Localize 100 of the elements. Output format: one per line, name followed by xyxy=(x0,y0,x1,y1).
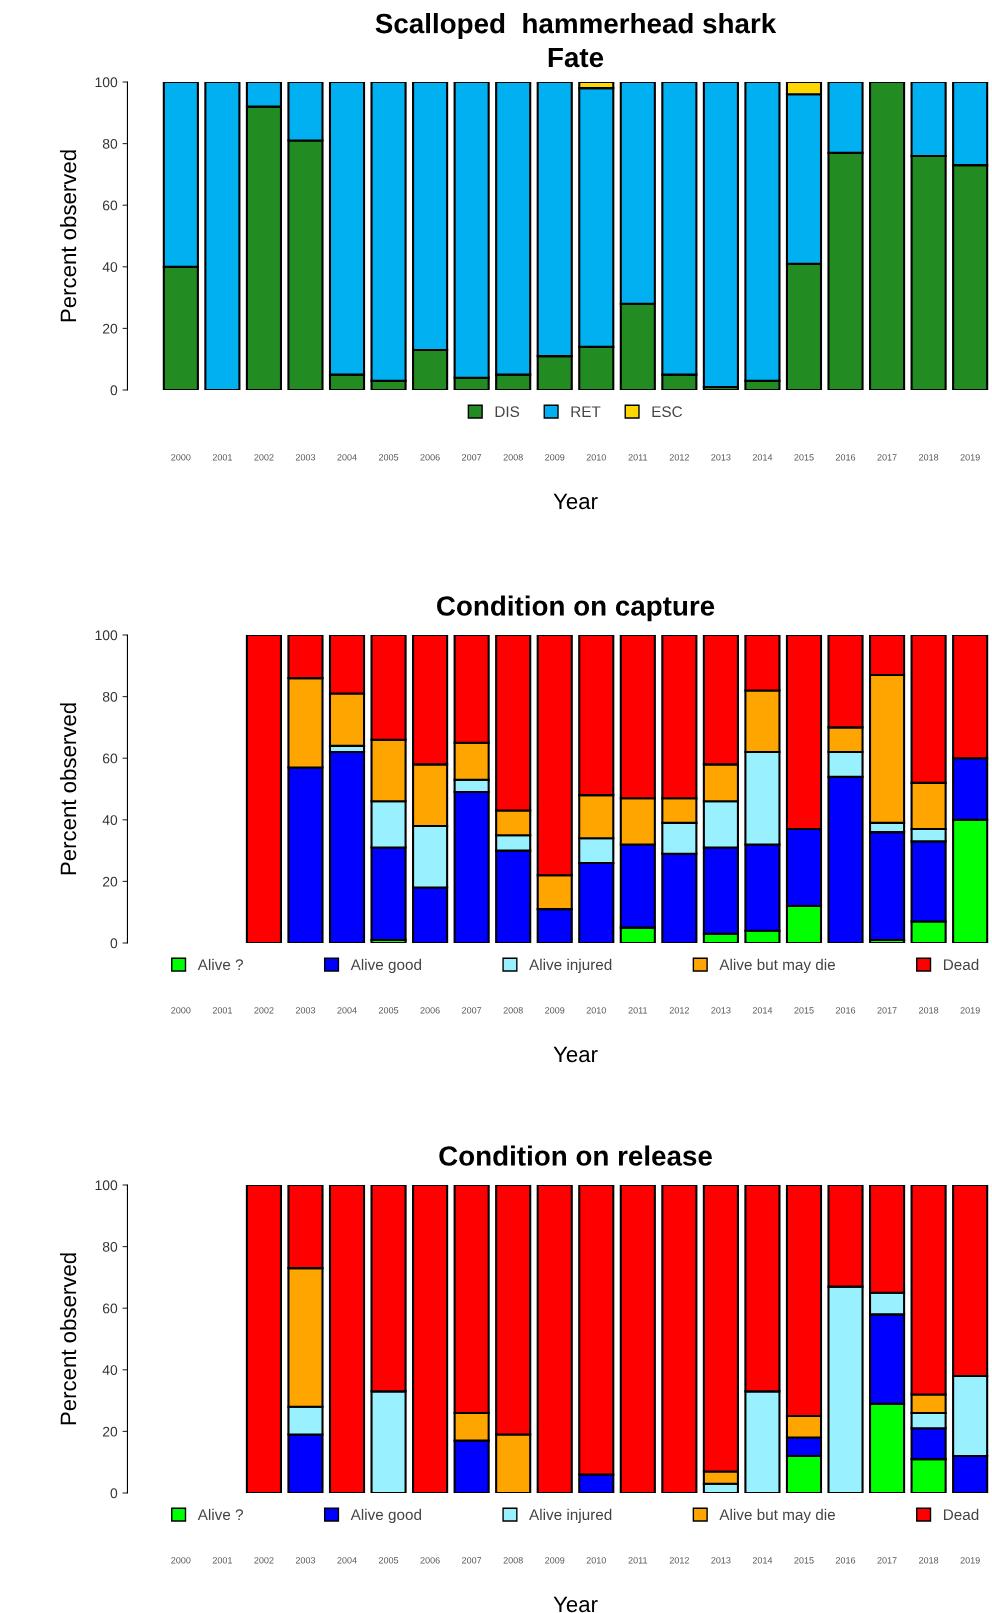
x-tick-label: 2000 xyxy=(171,1007,191,1014)
legend-label: Alive ? xyxy=(197,1508,244,1521)
x-tick-label: 2005 xyxy=(378,1007,399,1014)
y-axis-title: Percent observed xyxy=(59,1253,77,1425)
x-tick-label: 2008 xyxy=(503,454,523,461)
x-tick-label: 2005 xyxy=(378,1557,399,1564)
bar xyxy=(412,1185,449,1493)
x-tick-label: 2009 xyxy=(545,454,565,461)
legend-label: Dead xyxy=(943,1508,979,1521)
bar xyxy=(245,635,283,943)
y-tick-label: 40 xyxy=(102,262,118,272)
x-tick-label: 2019 xyxy=(960,1557,980,1564)
x-tick-label: 2013 xyxy=(711,454,731,461)
legend-label: Alive but may die xyxy=(719,1508,835,1524)
legend-label: Dead xyxy=(943,958,979,971)
x-tick-label: 2012 xyxy=(669,1007,689,1014)
x-tick-label: 2004 xyxy=(337,454,357,461)
x-tick-label: 2011 xyxy=(628,1007,648,1014)
bar xyxy=(204,82,241,390)
x-tick-label: 2016 xyxy=(835,1007,856,1014)
x-tick-label: 2008 xyxy=(503,1007,523,1014)
bar xyxy=(245,1185,283,1493)
x-tick-label: 2007 xyxy=(462,454,482,461)
x-tick-label: 2001 xyxy=(212,454,232,461)
legend-label: Alive but may die xyxy=(719,958,835,974)
bar xyxy=(619,1185,656,1493)
y-axis-title: Percent observed xyxy=(59,703,77,875)
x-tick-label: 2002 xyxy=(254,1557,274,1564)
x-tick-label: 2006 xyxy=(420,1007,440,1014)
x-tick-label: 2016 xyxy=(835,1557,856,1564)
x-tick-label: 2007 xyxy=(462,1007,482,1014)
chart-title: Condition on release xyxy=(439,1145,712,1166)
y-tick-label: 80 xyxy=(102,138,118,149)
x-tick-label: 2017 xyxy=(877,454,897,461)
y-tick-label: 0 xyxy=(110,938,118,949)
x-axis-title: Year xyxy=(553,1046,598,1063)
x-tick-label: 2011 xyxy=(628,454,648,461)
x-tick-label: 2004 xyxy=(337,1557,357,1564)
x-tick-label: 2008 xyxy=(503,1557,523,1564)
x-tick-label: 2006 xyxy=(420,454,440,461)
legend-label: RET xyxy=(571,406,601,417)
x-tick-label: 2007 xyxy=(462,1557,482,1564)
y-tick-label: 100 xyxy=(95,630,118,641)
chart-title: Condition on capture xyxy=(437,595,715,622)
bar xyxy=(328,751,366,943)
x-tick-label: 2019 xyxy=(960,454,980,461)
x-tick-label: 2000 xyxy=(171,454,191,461)
x-tick-label: 2016 xyxy=(835,454,856,461)
legend-label: ESC xyxy=(652,406,683,418)
legend-label: Alive injured xyxy=(529,958,612,974)
bar xyxy=(328,1185,366,1493)
y-tick-label: 60 xyxy=(102,1303,118,1314)
y-tick-label: 20 xyxy=(102,876,118,887)
bar xyxy=(868,82,906,390)
x-tick-label: 2005 xyxy=(378,454,399,461)
legend-label: Alive good xyxy=(350,958,421,974)
x-tick-label: 2014 xyxy=(752,454,773,461)
x-tick-label: 2010 xyxy=(586,1007,606,1014)
x-tick-label: 2001 xyxy=(212,1007,232,1014)
x-tick-label: 2004 xyxy=(337,1007,357,1014)
x-tick-label: 2018 xyxy=(919,1007,939,1014)
y-tick-label: 60 xyxy=(102,753,118,764)
x-tick-label: 2009 xyxy=(545,1557,565,1564)
y-tick-label: 40 xyxy=(102,815,118,825)
x-tick-label: 2015 xyxy=(794,1557,814,1564)
x-tick-label: 2014 xyxy=(752,1557,773,1564)
legend-label: DIS xyxy=(495,406,520,418)
x-tick-label: 2000 xyxy=(171,1557,191,1564)
x-tick-label: 2014 xyxy=(752,1007,773,1014)
x-tick-label: 2012 xyxy=(669,1557,689,1564)
x-tick-label: 2011 xyxy=(628,1557,648,1564)
y-tick-label: 80 xyxy=(102,691,118,702)
y-tick-label: 0 xyxy=(110,1488,118,1499)
x-tick-label: 2010 xyxy=(586,1557,606,1564)
x-tick-label: 2012 xyxy=(669,454,689,461)
x-tick-label: 2013 xyxy=(711,1557,731,1564)
x-tick-label: 2003 xyxy=(295,454,316,461)
x-tick-label: 2003 xyxy=(295,1557,316,1564)
x-tick-label: 2002 xyxy=(254,1007,274,1014)
y-axis-title: Percent observed xyxy=(59,150,77,322)
y-tick-label: 100 xyxy=(95,1180,118,1191)
chart-subtitle: Fate xyxy=(548,47,604,68)
x-tick-label: 2015 xyxy=(794,454,814,461)
x-tick-label: 2013 xyxy=(711,1007,731,1014)
y-tick-label: 0 xyxy=(110,385,118,396)
y-tick-label: 80 xyxy=(102,1241,118,1252)
x-axis-title: Year xyxy=(553,493,598,510)
legend-label: Alive good xyxy=(350,1508,421,1524)
y-tick-label: 40 xyxy=(102,1365,118,1375)
x-tick-label: 2003 xyxy=(295,1007,316,1014)
x-tick-label: 2018 xyxy=(919,1557,939,1564)
y-tick-label: 100 xyxy=(95,77,118,88)
x-tick-label: 2015 xyxy=(794,1007,814,1014)
y-tick-label: 20 xyxy=(102,1426,118,1437)
chart-title: Scalloped hammerhead shark xyxy=(375,12,777,39)
x-tick-label: 2006 xyxy=(420,1557,440,1564)
y-tick-label: 20 xyxy=(102,323,118,334)
x-tick-label: 2009 xyxy=(545,1007,565,1014)
legend-label: Alive ? xyxy=(197,958,244,971)
x-axis-title: Year xyxy=(553,1596,598,1613)
